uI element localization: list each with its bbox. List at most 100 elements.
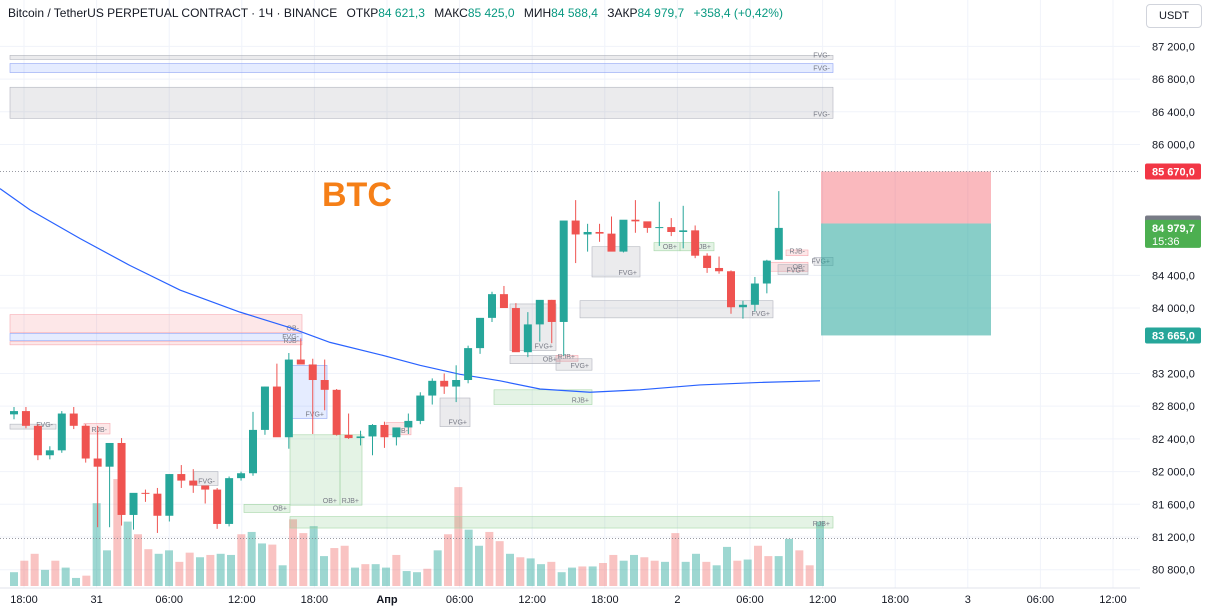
high-value: 85 425,0 — [467, 6, 515, 20]
candle-body — [165, 474, 174, 516]
candle-body — [571, 220, 580, 235]
change-value: +358,4 (+0,42%) — [693, 6, 783, 20]
time-tick-label: 06:00 — [446, 594, 474, 606]
candle-body — [762, 260, 771, 284]
volume-bar — [599, 563, 607, 586]
zone-label: FVG+ — [812, 259, 830, 266]
candle-body — [428, 380, 437, 396]
price-tick-label: 83 200,0 — [1152, 368, 1195, 380]
price-tick-label: 81 200,0 — [1152, 532, 1195, 544]
zone-label: RJB+ — [694, 244, 711, 251]
candle-body — [392, 427, 401, 438]
volume-bar — [361, 564, 370, 586]
volume-bar — [785, 538, 793, 586]
candle-body — [416, 395, 425, 421]
time-tick-label: 18:00 — [10, 594, 38, 606]
price-label-countdown: 15:36 — [1152, 236, 1180, 248]
volume-bar — [454, 487, 463, 586]
zone-label: OB+ — [273, 505, 287, 512]
low-value: 84 588,4 — [551, 6, 598, 20]
watermark-text: BTC — [322, 176, 392, 214]
time-tick-label: 12:00 — [1099, 594, 1127, 606]
zone-label: OB+ — [323, 498, 337, 505]
candle-body — [69, 413, 78, 426]
volume-bar — [92, 503, 101, 586]
candle-body — [308, 364, 317, 381]
volume-bar — [196, 557, 204, 586]
zone-box — [9, 314, 303, 333]
zone-label: RJB+ — [558, 354, 575, 361]
zone-label: FVG- — [813, 111, 830, 118]
time-tick-label: 06:00 — [1027, 594, 1055, 606]
candle-body — [153, 493, 162, 516]
volume-bar — [51, 560, 60, 586]
open-label: ОТКР — [346, 6, 379, 20]
volume-bar — [433, 550, 442, 586]
time-tick-label: 12:00 — [228, 594, 256, 606]
candle-body — [57, 413, 66, 451]
price-label-tag — [1145, 163, 1201, 180]
candle-body — [129, 492, 138, 515]
volume-bar — [278, 565, 287, 586]
candle-body — [488, 294, 496, 318]
candle-body — [213, 489, 222, 524]
currency-button[interactable]: USDT — [1146, 4, 1202, 28]
zone-box — [509, 355, 561, 364]
zone-box — [591, 246, 641, 278]
candle-body — [511, 308, 520, 353]
symbol-title: Bitcoin / TetherUS PERPETUAL CONTRACT · … — [8, 6, 338, 20]
candle-body — [93, 458, 102, 467]
zone-label: RJB+ — [813, 521, 830, 528]
candle-body — [499, 294, 508, 309]
candle-body — [595, 231, 604, 234]
volume-bar — [41, 569, 49, 586]
price-tick-label: 84 000,0 — [1152, 303, 1195, 315]
moving-average-line — [0, 188, 821, 393]
volume-bar — [330, 548, 339, 586]
volume-bar — [82, 575, 91, 586]
volume-bar — [805, 565, 814, 586]
volume-bar — [185, 552, 194, 586]
zone-label: FVG+ — [787, 268, 805, 275]
volume-bar — [588, 566, 597, 586]
candle-body — [691, 230, 700, 256]
zone-label: FVG- — [813, 52, 830, 59]
zone-box — [9, 86, 834, 119]
candle-body — [296, 359, 305, 365]
candle-body — [272, 386, 281, 438]
candle-body — [344, 434, 353, 439]
zone-label: RJB- — [789, 249, 805, 256]
candle-body — [703, 255, 712, 268]
candle-body — [404, 420, 413, 428]
candle-body — [750, 283, 759, 305]
candle-body — [320, 380, 329, 390]
candle-body — [249, 429, 257, 474]
candle-body — [607, 233, 616, 252]
price-tick-label: 82 800,0 — [1152, 401, 1195, 413]
zone-label: OB+ — [663, 244, 677, 251]
zone-label: FVG+ — [449, 420, 467, 427]
price-label-tag — [1145, 327, 1201, 344]
volume-bar — [774, 556, 783, 586]
price-tick-label: 80 800,0 — [1152, 565, 1195, 577]
volume-bar — [444, 534, 452, 586]
candle-body — [21, 411, 30, 426]
volume-bar — [103, 550, 111, 586]
price-tick-label: 86 000,0 — [1152, 139, 1195, 151]
zone-label: FVG- — [282, 334, 299, 341]
zone-box — [9, 333, 303, 342]
volume-bar — [712, 565, 721, 586]
candle-body — [643, 221, 652, 228]
volume-bar — [557, 572, 566, 586]
zone-label: FVG+ — [752, 311, 770, 318]
volume-bar — [423, 568, 432, 586]
candle-body — [225, 478, 234, 524]
zone-box — [289, 434, 341, 506]
candle-body — [368, 424, 377, 437]
time-tick-label: 06:00 — [736, 594, 764, 606]
volume-bar — [20, 560, 29, 586]
zone-label: FVG+ — [571, 363, 589, 370]
zone-box — [339, 434, 363, 506]
volume-bar — [123, 521, 132, 586]
